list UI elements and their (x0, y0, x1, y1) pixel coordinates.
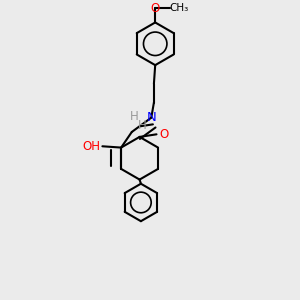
Text: O: O (159, 128, 168, 141)
Text: H: H (130, 110, 139, 123)
Text: CH₃: CH₃ (169, 3, 189, 13)
Text: H: H (138, 119, 147, 132)
Text: O: O (151, 2, 160, 15)
Text: OH: OH (82, 140, 100, 153)
Text: N: N (146, 111, 156, 124)
